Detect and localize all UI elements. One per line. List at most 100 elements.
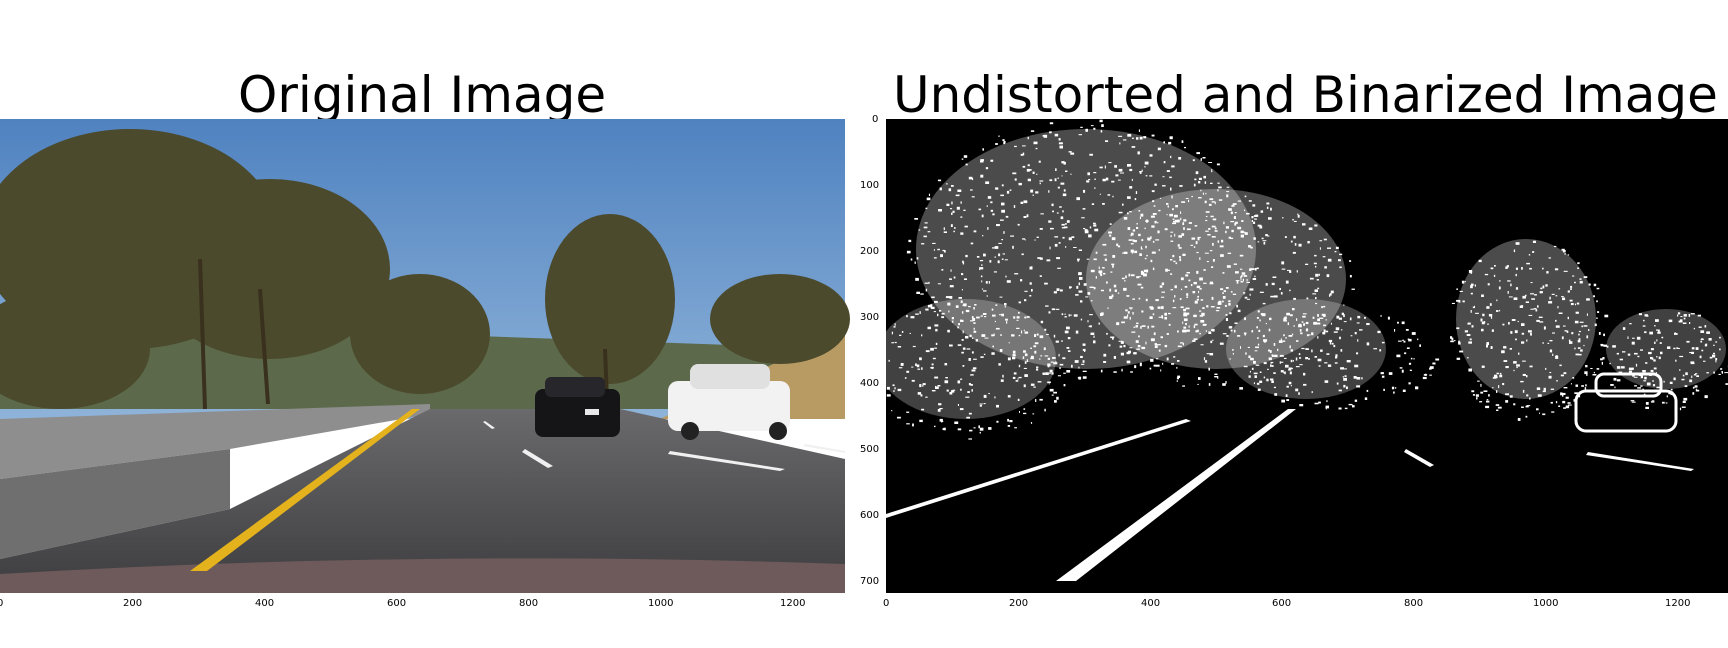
- speckle-pixel: [1198, 377, 1201, 380]
- speckle-pixel: [1144, 257, 1147, 260]
- speckle-pixel: [1199, 310, 1202, 312]
- speckle-pixel: [1191, 196, 1193, 198]
- speckle-pixel: [1071, 236, 1075, 238]
- speckle-pixel: [1136, 223, 1138, 225]
- speckle-pixel: [1537, 305, 1539, 308]
- speckle-pixel: [1603, 333, 1605, 336]
- speckle-pixel: [1240, 276, 1242, 279]
- speckle-pixel: [1277, 348, 1279, 352]
- speckle-pixel: [1408, 382, 1411, 385]
- speckle-pixel: [951, 185, 954, 187]
- speckle-pixel: [1596, 317, 1598, 319]
- speckle-pixel: [1467, 322, 1471, 325]
- speckle-pixel: [893, 390, 895, 392]
- speckle-pixel: [1139, 171, 1142, 173]
- speckle-pixel: [1054, 236, 1059, 238]
- speckle-pixel: [1127, 196, 1131, 199]
- speckle-pixel: [1175, 205, 1178, 208]
- speckle-pixel: [1240, 268, 1243, 270]
- speckle-pixel: [973, 327, 975, 330]
- speckle-pixel: [1174, 285, 1177, 289]
- speckle-pixel: [1111, 263, 1115, 266]
- speckle-pixel: [1203, 282, 1207, 284]
- speckle-pixel: [1299, 357, 1302, 359]
- speckle-pixel: [943, 231, 947, 233]
- speckle-pixel: [915, 277, 919, 281]
- speckle-pixel: [1381, 341, 1385, 344]
- speckle-pixel: [1103, 361, 1107, 363]
- speckle-pixel: [1692, 392, 1695, 395]
- speckle-pixel: [1539, 291, 1543, 294]
- speckle-pixel: [1228, 326, 1233, 329]
- speckle-pixel: [1095, 276, 1097, 279]
- speckle-pixel: [1525, 415, 1528, 418]
- speckle-pixel: [1259, 319, 1261, 322]
- speckle-pixel: [1708, 338, 1712, 341]
- speckle-pixel: [1579, 321, 1584, 323]
- speckle-pixel: [1548, 257, 1551, 259]
- speckle-pixel: [953, 276, 956, 279]
- speckle-pixel: [934, 324, 939, 327]
- speckle-pixel: [1223, 221, 1225, 225]
- speckle-pixel: [1567, 254, 1570, 256]
- speckle-pixel: [888, 359, 890, 362]
- speckle-pixel: [1016, 316, 1020, 319]
- speckle-pixel: [1563, 270, 1568, 272]
- speckle-pixel: [1333, 344, 1336, 348]
- speckle-pixel: [1018, 376, 1022, 379]
- speckle-pixel: [906, 250, 911, 254]
- speckle-pixel: [1549, 372, 1552, 374]
- speckle-pixel: [1077, 259, 1079, 262]
- speckle-pixel: [1458, 300, 1461, 303]
- speckle-pixel: [1181, 233, 1185, 236]
- speckle-pixel: [973, 307, 975, 310]
- speckle-pixel: [1632, 337, 1635, 339]
- speckle-pixel: [1272, 276, 1277, 278]
- speckle-pixel: [1099, 193, 1101, 195]
- speckle-pixel: [1006, 190, 1010, 194]
- speckle-pixel: [1335, 246, 1339, 249]
- speckle-pixel: [1502, 383, 1505, 386]
- speckle-pixel: [1713, 371, 1715, 374]
- speckle-pixel: [1176, 377, 1179, 380]
- speckle-pixel: [968, 412, 972, 415]
- speckle-pixel: [1194, 225, 1198, 227]
- speckle-pixel: [1161, 315, 1163, 318]
- speckle-pixel: [1104, 165, 1106, 169]
- speckle-pixel: [1082, 376, 1087, 379]
- speckle-pixel: [1490, 316, 1493, 319]
- speckle-pixel: [1053, 291, 1057, 294]
- speckle-pixel: [1157, 222, 1159, 224]
- speckle-pixel: [1202, 307, 1205, 309]
- speckle-pixel: [1177, 219, 1180, 223]
- speckle-pixel: [1105, 177, 1109, 181]
- speckle-pixel: [1349, 275, 1352, 278]
- speckle-pixel: [1501, 350, 1505, 354]
- speckle-pixel: [998, 363, 1001, 366]
- speckle-pixel: [1652, 380, 1654, 382]
- right-y-tick: 0: [872, 114, 879, 125]
- speckle-pixel: [1084, 229, 1088, 232]
- speckle-pixel: [1279, 361, 1281, 364]
- speckle-pixel: [1220, 254, 1224, 257]
- speckle-pixel: [1035, 147, 1038, 150]
- speckle-pixel: [1499, 374, 1503, 378]
- speckle-pixel: [916, 291, 920, 294]
- speckle-pixel: [985, 281, 988, 284]
- speckle-pixel: [1654, 325, 1656, 327]
- right-x-tick: 1200: [1665, 598, 1691, 609]
- speckle-pixel: [1267, 368, 1269, 370]
- speckle-pixel: [1204, 324, 1207, 326]
- speckle-pixel: [960, 388, 962, 391]
- speckle-pixel: [1169, 176, 1172, 179]
- speckle-pixel: [1248, 245, 1252, 248]
- speckle-pixel: [1029, 295, 1032, 297]
- speckle-pixel: [1002, 253, 1005, 255]
- speckle-pixel: [1366, 323, 1370, 326]
- speckle-pixel: [1051, 308, 1056, 311]
- speckle-pixel: [1013, 205, 1016, 208]
- speckle-pixel: [1261, 313, 1266, 317]
- speckle-pixel: [1053, 362, 1058, 365]
- speckle-pixel: [1593, 371, 1595, 374]
- speckle-pixel: [1562, 392, 1566, 395]
